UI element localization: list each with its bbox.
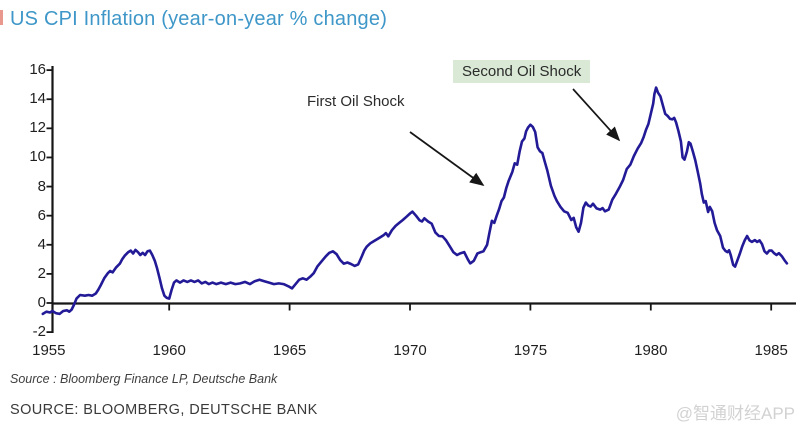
y-tick-label: 6: [37, 206, 46, 224]
y-tick-label: 4: [37, 235, 46, 253]
left-edge-red-mark: [0, 10, 3, 25]
first-oil-shock-label: First Oil Shock: [307, 93, 405, 110]
watermark-zhitong-finance: @智通财经APP: [675, 404, 795, 423]
axis-ticks: [46, 69, 773, 334]
first-oil-shock-arrow: [409, 131, 485, 186]
y-tick-label: 12: [29, 119, 46, 137]
y-tick-label: 0: [37, 294, 46, 311]
second-oil-shock-label: Second Oil Shock: [453, 60, 591, 83]
y-tick-label: 16: [29, 61, 46, 79]
y-tick-label: 8: [37, 177, 46, 195]
y-tick-label: 2: [37, 264, 46, 282]
page-title: US CPI Inflation (year-on-year % change): [10, 8, 388, 30]
y-tick-label: 10: [29, 148, 46, 166]
x-tick-label: 1955: [32, 342, 66, 359]
y-tick-label: 14: [29, 90, 46, 108]
x-tick-label: 1970: [393, 342, 427, 359]
source-note-caps: SOURCE: BLOOMBERG, DEUTSCHE BANK: [10, 402, 318, 418]
x-tick-label: 1985: [754, 342, 788, 359]
source-note-italic: Source : Bloomberg Finance LP, Deutsche …: [10, 372, 278, 386]
second-oil-shock-arrow: [572, 88, 621, 142]
x-tick-label: 1965: [272, 342, 307, 359]
x-tick-label: 1980: [634, 342, 668, 359]
x-tick-label: 1975: [513, 342, 548, 359]
y-tick-label: -2: [32, 323, 46, 341]
x-tick-label: 1960: [152, 342, 186, 359]
cpi-line-series: [41, 86, 789, 316]
